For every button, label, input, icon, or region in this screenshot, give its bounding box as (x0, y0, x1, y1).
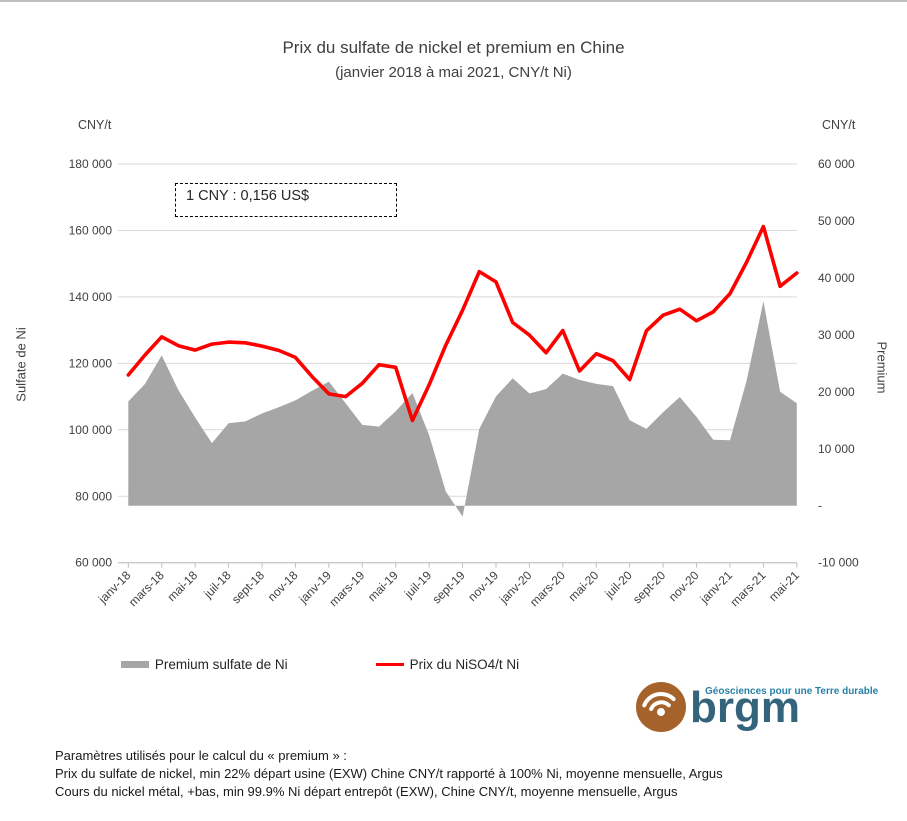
right-axis-tick-label: 40 000 (818, 271, 855, 285)
price-line-swatch-icon (375, 662, 404, 667)
legend-price-label: Prix du NiSO4/t Ni (409, 657, 520, 672)
left-axis-tick-label: 140 000 (69, 290, 113, 304)
brgm-tagline: Géosciences pour une Terre durable (705, 686, 879, 697)
premium-area-swatch-icon (120, 661, 149, 668)
x-axis-tick-label: mai-21 (766, 568, 802, 604)
right-axis-tick-label: 20 000 (818, 385, 855, 399)
x-axis-tick-label: sept-18 (229, 568, 267, 606)
chart-legend: Premium sulfate de Ni Prix du NiSO4/t Ni (0, 657, 640, 672)
premium-area-series (128, 301, 797, 517)
left-axis-tick-label: 120 000 (69, 356, 113, 370)
x-axis-tick-label: mars-19 (326, 568, 367, 609)
left-axis-tick-label: 100 000 (69, 423, 113, 437)
x-axis-tick-label: mai-18 (164, 568, 200, 604)
right-axis-tick-label: - (818, 499, 822, 513)
footnote-line-2: Prix du sulfate de nickel, min 22% dépar… (55, 766, 723, 781)
x-axis-tick-label: nov-18 (265, 568, 301, 604)
brgm-wordmark: brgm (690, 683, 800, 732)
left-axis-tick-label: 80 000 (75, 489, 112, 503)
left-axis-tick-label: 160 000 (69, 223, 113, 237)
x-axis-tick-label: sept-19 (429, 568, 467, 606)
left-axis-unit-label: CNY/t (78, 118, 112, 132)
right-axis-tick-label: 60 000 (818, 157, 855, 171)
plot-area: 180 000 160 000 140 000 120 000 100 000 80 00… (69, 157, 859, 609)
chart-subtitle: (janvier 2018 à mai 2021, CNY/t Ni) (335, 64, 572, 81)
right-axis-tick-label: 50 000 (818, 214, 855, 228)
price-line-series (126, 224, 799, 423)
x-axis-tick-label: mai-19 (365, 568, 401, 604)
right-axis-tick-label: -10 000 (818, 556, 859, 570)
right-axis-unit-label: CNY/t (822, 118, 856, 132)
left-axis-tick-label: 60 000 (75, 556, 112, 570)
footnote-line-3: Cours du nickel métal, +bas, min 99.9% N… (55, 784, 678, 799)
brgm-logo: Géosciences pour une Terre durable brgm (632, 678, 902, 752)
x-axis-tick-label: mars-20 (527, 568, 568, 609)
x-axis-tick-label: mai-20 (566, 568, 602, 604)
x-axis-tick-label: nov-20 (666, 568, 702, 604)
x-axis-tick-label: sept-20 (630, 568, 668, 606)
legend-item-price: Prix du NiSO4/t Ni (375, 657, 520, 672)
exchange-rate-annotation: 1 CNY : 0,156 US$ (175, 183, 397, 217)
x-axis-tick-label: mars-21 (727, 568, 768, 609)
legend-premium-label: Premium sulfate de Ni (154, 657, 288, 672)
x-axis-tick-label: nov-19 (465, 568, 501, 604)
legend-item-premium: Premium sulfate de Ni (120, 657, 288, 672)
x-axis-tick-label: mars-18 (126, 568, 167, 609)
right-axis-tick-label: 10 000 (818, 442, 855, 456)
chart-title: Prix du sulfate de nickel et premium en … (282, 38, 625, 57)
right-axis-tick-label: 30 000 (818, 328, 855, 342)
footnotes: Paramètres utilisés pour le calcul du « … (55, 747, 723, 801)
brgm-globe-icon (636, 682, 686, 732)
footnote-line-1: Paramètres utilisés pour le calcul du « … (55, 748, 347, 763)
left-axis-tick-label: 180 000 (69, 157, 113, 171)
